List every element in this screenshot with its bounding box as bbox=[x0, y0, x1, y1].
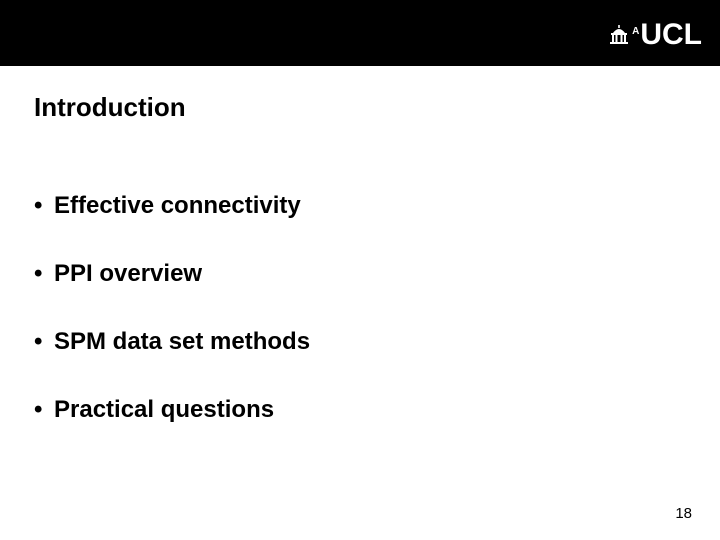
page-number: 18 bbox=[675, 505, 692, 522]
list-item: •Practical questions bbox=[34, 396, 310, 424]
logo-superscript: A bbox=[632, 27, 639, 37]
list-item: •PPI overview bbox=[34, 260, 310, 288]
bullet-dot: • bbox=[34, 260, 54, 288]
bullet-dot: • bbox=[34, 328, 54, 356]
bullet-text: SPM data set methods bbox=[54, 328, 310, 355]
bullet-dot: • bbox=[34, 396, 54, 424]
logo-text-group: A UCL bbox=[632, 20, 702, 50]
ucl-logo: A UCL bbox=[610, 20, 702, 50]
list-item: •Effective connectivity bbox=[34, 192, 310, 220]
dome-icon bbox=[610, 25, 628, 45]
slide-title: Introduction bbox=[34, 92, 186, 123]
header-bar: A UCL bbox=[0, 0, 720, 66]
logo-main-text: UCL bbox=[640, 20, 702, 50]
slide: A UCL Introduction •Effective connectivi… bbox=[0, 0, 720, 540]
bullet-text: Effective connectivity bbox=[54, 192, 301, 219]
bullet-list: •Effective connectivity •PPI overview •S… bbox=[34, 192, 310, 464]
bullet-text: PPI overview bbox=[54, 260, 202, 287]
list-item: •SPM data set methods bbox=[34, 328, 310, 356]
bullet-dot: • bbox=[34, 192, 54, 220]
bullet-text: Practical questions bbox=[54, 396, 274, 423]
